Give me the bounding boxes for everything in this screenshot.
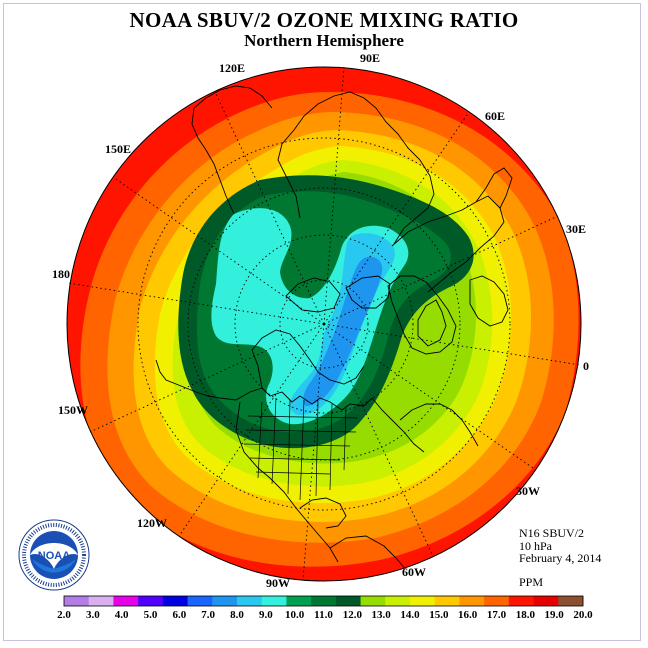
colorbar-swatch [187, 596, 213, 606]
pressure-level-label: 10 hPa [519, 539, 552, 553]
lon-label-30e: 30E [566, 222, 587, 236]
colorbar-tick-label: 14.0 [400, 609, 420, 621]
date-label: February 4, 2014 [519, 551, 602, 565]
colorbar-swatch [311, 596, 337, 606]
colorbar-swatch [360, 596, 386, 606]
colorbar-swatch [212, 596, 238, 606]
colorbar-tick-label: 4.0 [114, 609, 129, 621]
colorbar-swatch [410, 596, 436, 606]
us-states-grid [243, 397, 359, 501]
colorbar-outline [63, 595, 584, 607]
map-boundary [66, 66, 582, 582]
colorbar-swatch [138, 596, 164, 606]
colorbar-tick-label: 17.0 [486, 609, 507, 621]
colorbar-swatch [261, 596, 287, 606]
colorbar-swatch [113, 596, 139, 606]
colorbar-swatch [434, 596, 460, 606]
figure-frame [3, 3, 641, 641]
noaa-logo-text: NOAA [38, 550, 70, 562]
colorbar-swatch [508, 596, 534, 606]
lon-label-150e: 150E [105, 142, 132, 156]
colorbar-tick-label: 10.0 [285, 609, 305, 621]
colorbar-tick-label: 12.0 [342, 609, 362, 621]
colorbar-swatch [385, 596, 411, 606]
colorbar-tick-label: 9.0 [258, 609, 273, 621]
colorbar-swatch [88, 596, 114, 606]
colorbar [63, 595, 584, 607]
lon-label-120e: 120E [219, 61, 246, 75]
colorbar-tick-label: 7.0 [201, 609, 216, 621]
colorbar-tick-label: 13.0 [371, 609, 391, 621]
lon-label-90w: 90W [266, 576, 290, 590]
colorbar-tick-label: 16.0 [458, 609, 478, 621]
ozone-contour-fill [67, 67, 581, 581]
colorbar-tick-label: 19.0 [544, 609, 564, 621]
colorbar-tick-label: 2.0 [57, 609, 71, 621]
map-subtitle: Northern Hemisphere [244, 31, 404, 50]
colorbar-tick-label: 8.0 [230, 609, 244, 621]
lon-label-60w: 60W [402, 565, 426, 579]
lon-label-0: 0 [583, 359, 589, 373]
colorbar-tick-label: 11.0 [314, 609, 333, 621]
colorbar-tick-label: 3.0 [85, 609, 100, 621]
lon-label-90e: 90E [360, 51, 381, 65]
colorbar-swatch [459, 596, 485, 606]
coastlines [155, 85, 513, 573]
colorbar-tick-label: 18.0 [515, 609, 535, 621]
colorbar-swatch [286, 596, 312, 606]
colorbar-swatch [558, 596, 584, 606]
band-7-8 [303, 256, 383, 406]
instrument-label: N16 SBUV/2 [519, 526, 585, 540]
lon-label-120w: 120W [137, 516, 167, 530]
colorbar-tick-label: 20.0 [573, 609, 593, 621]
colorbar-tick-label: 5.0 [143, 609, 158, 621]
colorbar-tick-label: 15.0 [429, 609, 449, 621]
lon-label-180: 180 [52, 267, 70, 281]
colorbar-swatch [162, 596, 188, 606]
colorbar-tick-label: 6.0 [172, 609, 187, 621]
lon-label-60e: 60E [485, 109, 506, 123]
units-label: PPM [519, 575, 544, 589]
colorbar-swatch [335, 596, 361, 606]
lon-label-150w: 150W [58, 403, 88, 417]
colorbar-swatch [484, 596, 510, 606]
colorbar-swatch [237, 596, 263, 606]
colorbar-swatch [64, 596, 90, 606]
colorbar-swatch [533, 596, 559, 606]
noaa-logo: NOAA [18, 519, 90, 591]
lon-label-30w: 30W [516, 484, 540, 498]
graticule [67, 66, 581, 581]
map-title: NOAA SBUV/2 OZONE MIXING RATIO [129, 8, 519, 32]
